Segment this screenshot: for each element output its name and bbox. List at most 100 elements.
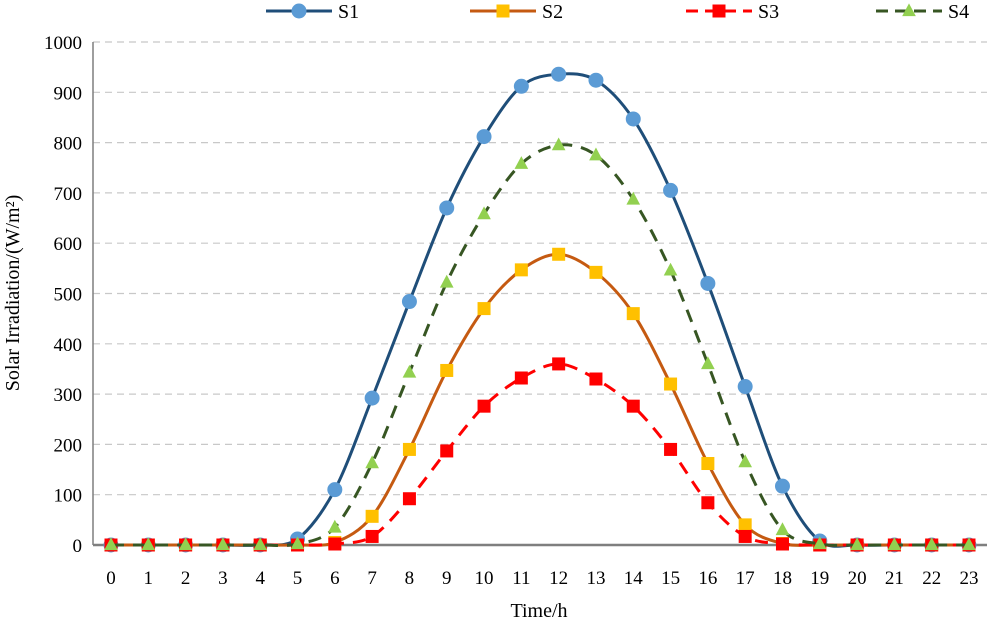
point-S3-7 <box>365 529 379 543</box>
point-S2-9 <box>440 363 454 377</box>
point-S3-12 <box>552 357 566 371</box>
series-S4 <box>104 137 976 551</box>
x-axis-label: Time/h <box>510 600 567 622</box>
series-S1 <box>103 66 977 553</box>
y-axis-label: Solar Irradiation/(W/m²) <box>2 195 24 391</box>
y-tick-label-900: 900 <box>54 83 83 104</box>
point-S4-12 <box>551 137 566 151</box>
point-S4-21 <box>887 537 902 551</box>
point-S1-12 <box>551 66 567 82</box>
x-tick-label-11: 11 <box>512 568 530 589</box>
x-tick-label-14: 14 <box>624 568 644 589</box>
x-tick-label-10: 10 <box>475 568 494 589</box>
legend-item-S3[interactable]: S3 <box>686 1 779 23</box>
point-S4-16 <box>701 356 715 370</box>
point-S1-7 <box>364 390 380 406</box>
point-S4-5 <box>290 536 305 550</box>
series-line-S2 <box>110 252 969 547</box>
legend-label-S2: S2 <box>542 1 563 23</box>
point-S3-8 <box>402 492 416 506</box>
point-S4-22 <box>924 537 939 551</box>
point-S1-17 <box>737 379 753 395</box>
point-S1-8 <box>401 294 417 310</box>
point-S4-8 <box>402 364 417 378</box>
point-S2-14 <box>626 307 640 321</box>
point-S3-15 <box>664 442 678 456</box>
point-S4-20 <box>850 537 864 551</box>
y-tick-label-0: 0 <box>73 536 83 557</box>
legend-marker-S1 <box>291 3 307 19</box>
x-tick-label-2: 2 <box>181 568 191 589</box>
point-S4-3 <box>216 537 230 551</box>
x-tick-label-12: 12 <box>549 568 568 589</box>
data-series <box>103 66 977 553</box>
y-tick-label-1000: 1000 <box>44 33 82 54</box>
point-S1-18 <box>774 478 790 494</box>
series-S3 <box>104 357 976 552</box>
series-line-S1 <box>110 72 969 548</box>
point-S2-11 <box>514 263 528 277</box>
y-tick-label-400: 400 <box>54 335 83 356</box>
grid-lines <box>93 41 987 496</box>
x-tick-label-17: 17 <box>736 568 755 589</box>
point-S1-10 <box>476 129 492 145</box>
x-tick-label-6: 6 <box>330 568 340 589</box>
x-tick-label-21: 21 <box>885 568 904 589</box>
x-tick-label-18: 18 <box>773 568 792 589</box>
point-S3-9 <box>440 444 454 458</box>
point-S4-10 <box>477 206 491 220</box>
legend-item-S4[interactable]: S4 <box>876 1 969 23</box>
point-S3-6 <box>328 537 342 551</box>
point-S2-8 <box>402 442 416 456</box>
x-tick-label-3: 3 <box>218 568 228 589</box>
point-S4-11 <box>514 156 529 169</box>
point-S1-9 <box>439 200 455 216</box>
point-S4-14 <box>626 191 641 205</box>
point-S3-18 <box>775 537 789 551</box>
point-S1-13 <box>588 72 604 88</box>
point-S3-16 <box>701 496 715 510</box>
series-line-S4 <box>110 143 969 548</box>
point-S3-10 <box>477 399 491 413</box>
x-tick-label-4: 4 <box>255 568 265 589</box>
point-S1-16 <box>700 275 716 291</box>
x-tick-label-0: 0 <box>106 568 116 589</box>
point-S2-10 <box>477 302 491 316</box>
y-tick-label-300: 300 <box>54 385 83 406</box>
point-S4-6 <box>328 519 342 533</box>
point-S3-14 <box>626 399 640 413</box>
point-S3-17 <box>738 529 752 543</box>
legend-label-S4: S4 <box>948 1 969 23</box>
point-S2-7 <box>365 509 379 523</box>
x-tick-label-16: 16 <box>698 568 717 589</box>
x-tick-label-22: 22 <box>922 568 941 589</box>
legend-item-S2[interactable]: S2 <box>470 1 563 23</box>
y-tick-label-100: 100 <box>54 486 83 507</box>
x-tick-label-15: 15 <box>661 568 680 589</box>
x-tick-label-8: 8 <box>405 568 415 589</box>
legend-marker-S4 <box>902 3 916 17</box>
point-S3-13 <box>589 372 603 386</box>
point-S1-6 <box>327 482 343 498</box>
point-S4-13 <box>589 147 603 161</box>
legend[interactable]: S1 S2 S3 S4 <box>266 1 969 23</box>
point-S2-15 <box>664 377 678 391</box>
legend-item-S1[interactable]: S1 <box>266 1 359 23</box>
y-tick-label-700: 700 <box>54 184 83 205</box>
x-tick-label-19: 19 <box>810 568 829 589</box>
y-tick-label-600: 600 <box>54 234 83 255</box>
point-S4-7 <box>365 455 379 469</box>
x-tick-label-23: 23 <box>960 568 979 589</box>
x-tick-label-5: 5 <box>293 568 303 589</box>
series-line-S3 <box>110 362 969 547</box>
x-axis-ticks: 0 1 2 3 4 5 6 7 8 9 10 11 12 13 14 15 16 17 18 19 20 21 22 23 <box>106 568 978 589</box>
point-S1-14 <box>625 111 641 127</box>
point-S4-0 <box>104 537 118 551</box>
point-S1-11 <box>513 78 529 94</box>
point-S3-11 <box>514 371 528 385</box>
point-S1-15 <box>663 182 679 198</box>
legend-label-S1: S1 <box>338 1 359 23</box>
legend-label-S3: S3 <box>758 1 779 23</box>
point-S4-1 <box>141 537 156 551</box>
